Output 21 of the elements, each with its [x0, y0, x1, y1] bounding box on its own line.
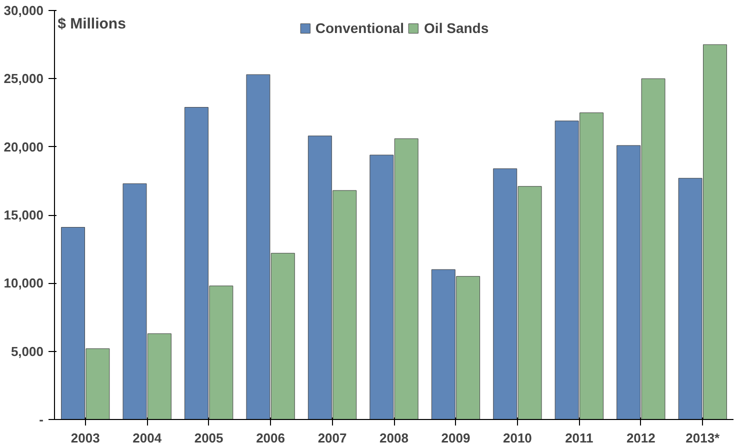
x-tick-label: 2012	[626, 430, 656, 446]
x-tick-label: 2005	[194, 430, 224, 446]
y-tick-label: 15,000	[4, 208, 44, 222]
x-tick-label: 2006	[256, 430, 286, 446]
x-tick-label: 2004	[132, 430, 162, 446]
y-tick-label: -	[39, 412, 44, 427]
x-tick-label: 2010	[502, 430, 532, 446]
y-tick-label: 5,000	[10, 344, 44, 359]
legend-label: Conventional	[315, 20, 404, 36]
x-tick-label: 2007	[318, 430, 347, 446]
x-tick-label: 2011	[565, 430, 594, 446]
y-tick-label: 10,000	[4, 276, 44, 291]
y-tick-label: 20,000	[4, 139, 44, 154]
x-tick-label: 2003	[70, 430, 100, 446]
y-axis-title: $ Millions	[58, 16, 126, 32]
y-tick-label: 25,000	[4, 71, 44, 86]
x-tick-label: 2009	[441, 430, 470, 446]
y-tick-label: 30,000	[4, 3, 44, 18]
legend-label: Oil Sands	[424, 20, 489, 36]
x-tick-label: 2013*	[686, 430, 721, 446]
x-tick-label: 2008	[380, 430, 408, 446]
